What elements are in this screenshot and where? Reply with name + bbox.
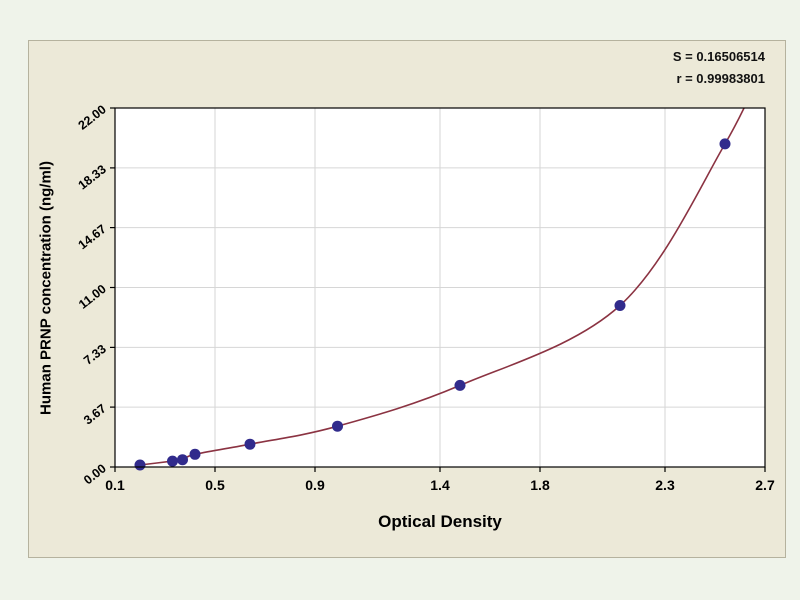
y-tick-label: 18.33 (76, 162, 109, 192)
x-tick-label: 1.4 (430, 477, 450, 493)
y-tick-label: 3.67 (81, 401, 109, 427)
data-point (177, 454, 188, 466)
x-tick-label: 1.8 (530, 477, 550, 493)
data-point (454, 379, 466, 391)
data-point (244, 438, 256, 450)
data-point (332, 420, 343, 432)
stat-correlation: r = 0.99983801 (676, 71, 765, 86)
data-point (614, 300, 626, 311)
stat-standard-error: S = 0.16506514 (672, 49, 765, 64)
data-points (134, 138, 731, 471)
y-tick-label: 7.33 (81, 342, 109, 368)
y-tick-label: 22.00 (76, 102, 109, 132)
x-tick-label: 0.5 (205, 477, 225, 493)
x-tick-label: 2.7 (755, 477, 775, 493)
data-point (134, 459, 146, 471)
x-tick-label: 0.1 (105, 477, 125, 493)
y-tick-label: 14.67 (76, 222, 109, 252)
fit-statistics: S = 0.16506514 r = 0.99983801 (0, 46, 765, 90)
data-point (189, 448, 201, 460)
x-tick-label: 2.3 (655, 477, 675, 493)
y-tick-label: 11.00 (76, 282, 109, 312)
x-axis-title: Optical Density (378, 512, 502, 531)
y-axis-title: Human PRNP concentration (ng/ml) (37, 161, 55, 415)
tick-marks (110, 107, 766, 472)
data-point (167, 455, 178, 467)
x-tick-label: 0.9 (305, 477, 325, 493)
data-point (719, 138, 731, 150)
x-tick-labels: 0.1 0.5 0.9 1.4 1.8 2.3 2.7 (105, 477, 775, 493)
